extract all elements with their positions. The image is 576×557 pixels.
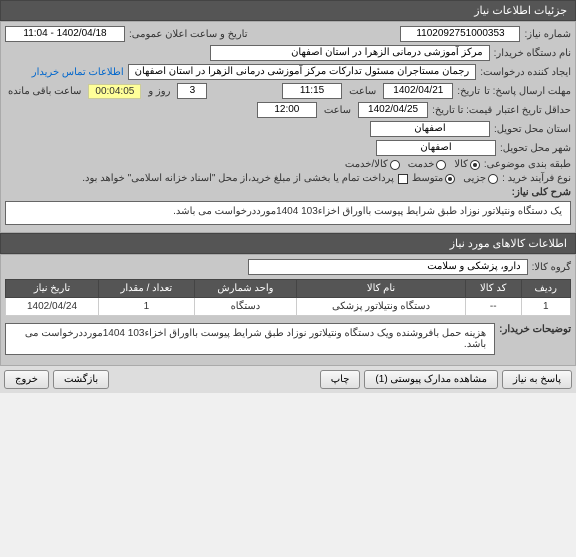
radio-dot-icon [470, 160, 480, 170]
validity-date: 1402/04/25 [358, 102, 428, 118]
validity-sub: قیمت: تا تاریخ: [432, 105, 492, 116]
col-code: کد کالا [465, 280, 521, 298]
days-label: روز و [148, 86, 170, 97]
timer-box: 00:04:05 [88, 84, 141, 99]
response-deadline-sub: تاریخ: [457, 86, 480, 97]
validity-label: حداقل تاریخ اعتبار [496, 105, 571, 116]
budget-radio-group: کالا خدمت کالا/خدمت [345, 159, 480, 170]
row-response-deadline: مهلت ارسال پاسخ: تا تاریخ: 1402/04/21 سا… [5, 83, 571, 99]
table-header-row: ردیف کد کالا نام کالا واحد شمارش تعداد /… [6, 280, 571, 298]
process-radio-group: جزیی متوسط [412, 173, 498, 184]
cell-code: -- [465, 298, 521, 316]
cell-index: 1 [521, 298, 570, 316]
buyer-notes-label: توضیحات خریدار: [499, 320, 571, 335]
summary-box: یک دستگاه ونتیلاتور نوزاد طبق شرایط پیوس… [5, 201, 571, 225]
row-requester: ایجاد کننده درخواست: رجمان مستاجران مسئو… [5, 64, 571, 80]
row-need-number: شماره نیاز: 1102092751000353 تاریخ و ساع… [5, 26, 571, 42]
row-process-type: نوع فرآیند خرید : جزیی متوسط پرداخت تمام… [5, 173, 571, 184]
print-button[interactable]: چاپ [320, 370, 361, 389]
radio-kala-label: کالا [454, 159, 468, 170]
radio-dot-icon [445, 174, 455, 184]
items-table: ردیف کد کالا نام کالا واحد شمارش تعداد /… [5, 279, 571, 316]
items-section-title: اطلاعات کالاهای مورد نیاز [450, 238, 567, 250]
province-label: استان محل تحویل: [494, 124, 571, 135]
province-value: اصفهان [370, 121, 490, 137]
col-index: ردیف [521, 280, 570, 298]
process-label: نوع فرآیند خرید : [502, 173, 571, 184]
response-deadline-label: مهلت ارسال پاسخ: تا [484, 86, 571, 97]
panel-title: جزئیات اطلاعات نیاز [474, 5, 567, 17]
radio-small[interactable]: جزیی [463, 173, 498, 184]
action-bar: پاسخ به نیاز مشاهده مدارک پیوستی (1) چاپ… [0, 366, 576, 393]
cell-qty: 1 [99, 298, 195, 316]
city-label: شهر محل تحویل: [500, 143, 571, 154]
radio-medium[interactable]: متوسط [412, 173, 455, 184]
validity-time: 12:00 [257, 102, 317, 118]
row-summary-label: شرح کلی نیاز: [5, 187, 571, 198]
response-date: 1402/04/21 [383, 83, 453, 99]
radio-medium-label: متوسط [412, 173, 443, 184]
radio-dot-icon [390, 160, 400, 170]
row-goods-group: گروه کالا: دارو، پزشکی و سلامت [5, 259, 571, 275]
payment-note: پرداخت تمام یا بخشی از مبلغ خرید،از محل … [82, 173, 394, 184]
attachments-button[interactable]: مشاهده مدارک پیوستی (1) [364, 370, 498, 389]
exit-button[interactable]: خروج [4, 370, 49, 389]
announce-label: تاریخ و ساعت اعلان عمومی: [129, 29, 248, 40]
announce-value: 1402/04/18 - 11:04 [5, 26, 125, 42]
radio-khadamat[interactable]: خدمت [408, 159, 447, 170]
response-time: 11:15 [282, 83, 342, 99]
col-unit: واحد شمارش [194, 280, 296, 298]
buyer-org-value: مرکز آموزشی درمانی الزهرا در استان اصفها… [210, 45, 490, 61]
buyer-notes-text: هزینه حمل بافروشنده ویک دستگاه ونتیلاتور… [25, 328, 486, 350]
cell-name: دستگاه ونتیلاتور پزشکی [297, 298, 466, 316]
need-number-value: 1102092751000353 [400, 26, 520, 42]
summary-label: شرح کلی نیاز: [512, 187, 571, 198]
city-value: اصفهان [376, 140, 496, 156]
table-row[interactable]: 1 -- دستگاه ونتیلاتور پزشکی دستگاه 1 140… [6, 298, 571, 316]
goods-group-label: گروه کالا: [532, 262, 571, 273]
form-section: شماره نیاز: 1102092751000353 تاریخ و ساع… [0, 21, 576, 233]
row-buyer-org: نام دستگاه خریدار: مرکز آموزشی درمانی ال… [5, 45, 571, 61]
respond-button[interactable]: پاسخ به نیاز [502, 370, 572, 389]
cell-unit: دستگاه [194, 298, 296, 316]
panel-header: جزئیات اطلاعات نیاز [0, 0, 576, 21]
payment-checkbox[interactable] [398, 174, 408, 184]
budget-label: طبقه بندی موضوعی: [484, 159, 571, 170]
back-button[interactable]: بازگشت [53, 370, 109, 389]
summary-text: یک دستگاه ونتیلاتور نوزاد طبق شرایط پیوس… [173, 206, 562, 217]
row-city: شهر محل تحویل: اصفهان [5, 140, 571, 156]
radio-khadamat-label: خدمت [408, 159, 435, 170]
cell-date: 1402/04/24 [6, 298, 99, 316]
days-value: 3 [177, 83, 207, 99]
row-buyer-notes: توضیحات خریدار: هزینه حمل بافروشنده ویک … [5, 320, 571, 358]
requester-label: ایجاد کننده درخواست: [480, 67, 571, 78]
col-date: تاریخ نیاز [6, 280, 99, 298]
items-section-header: اطلاعات کالاهای مورد نیاز [0, 233, 576, 254]
need-number-label: شماره نیاز: [524, 29, 571, 40]
row-validity: حداقل تاریخ اعتبار قیمت: تا تاریخ: 1402/… [5, 102, 571, 118]
buyer-notes-box: هزینه حمل بافروشنده ویک دستگاه ونتیلاتور… [5, 323, 495, 355]
radio-dot-icon [488, 174, 498, 184]
col-name: نام کالا [297, 280, 466, 298]
contact-link[interactable]: اطلاعات تماس خریدار [32, 67, 124, 78]
row-budget-type: طبقه بندی موضوعی: کالا خدمت کالا/خدمت [5, 159, 571, 170]
radio-kalakhadamat-label: کالا/خدمت [345, 159, 388, 170]
radio-small-label: جزیی [463, 173, 486, 184]
items-section: گروه کالا: دارو، پزشکی و سلامت ردیف کد ک… [0, 254, 576, 366]
response-time-label: ساعت [349, 86, 376, 97]
buyer-org-label: نام دستگاه خریدار: [494, 48, 571, 59]
goods-group-value: دارو، پزشکی و سلامت [248, 259, 528, 275]
requester-value: رجمان مستاجران مسئول تدارکات مرکز آموزشی… [128, 64, 477, 80]
remaining-label: ساعت باقی مانده [8, 86, 81, 97]
radio-dot-icon [436, 160, 446, 170]
row-province: استان محل تحویل: اصفهان [5, 121, 571, 137]
validity-time-label: ساعت [324, 105, 351, 116]
col-qty: تعداد / مقدار [99, 280, 195, 298]
radio-kala[interactable]: کالا [454, 159, 480, 170]
radio-kalakhadamat[interactable]: کالا/خدمت [345, 159, 400, 170]
